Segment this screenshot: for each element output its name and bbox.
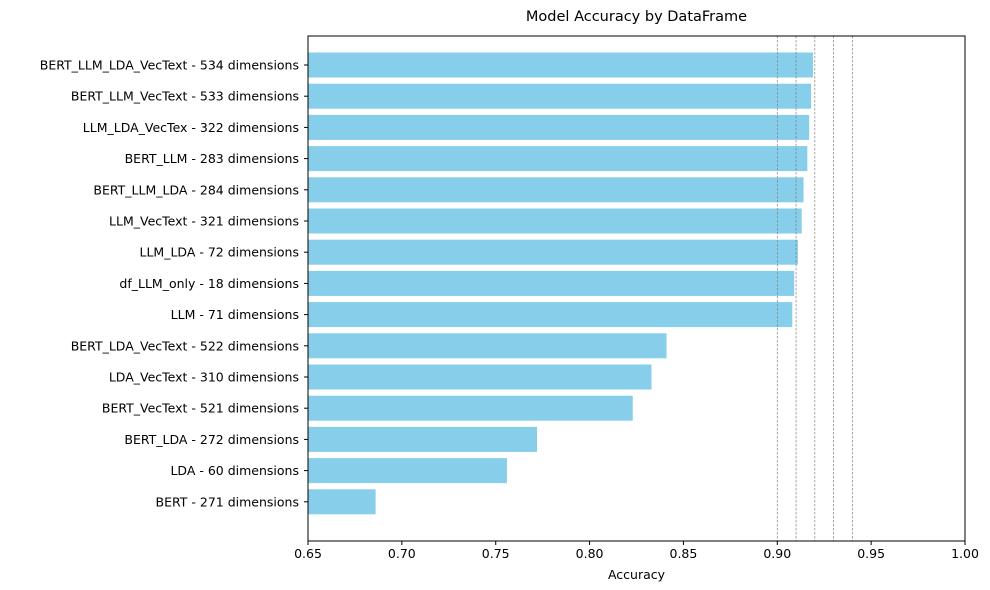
bar <box>308 83 812 109</box>
x-tick-label: 0.80 <box>576 546 604 561</box>
y-tick-label: LLM_LDA_VecTex - 322 dimensions <box>83 120 299 135</box>
x-tick-label: 0.95 <box>857 546 885 561</box>
x-tick-label: 0.70 <box>388 546 416 561</box>
plot-area <box>308 36 853 541</box>
y-tick-label: BERT - 271 dimensions <box>156 494 299 509</box>
x-tick-label: 0.75 <box>482 546 510 561</box>
bar <box>308 364 652 390</box>
y-tick-label: BERT_LDA - 272 dimensions <box>124 432 299 447</box>
x-tick-label: 0.65 <box>294 546 322 561</box>
bar <box>308 426 538 452</box>
bar <box>308 177 804 203</box>
y-tick-label: BERT_LLM - 283 dimensions <box>125 151 299 166</box>
y-tick-label: BERT_LLM_VecText - 533 dimensions <box>71 89 299 104</box>
bar <box>308 239 798 265</box>
bar <box>308 52 813 78</box>
bar <box>308 333 667 359</box>
y-tick-label: LDA_VecText - 310 dimensions <box>109 370 299 385</box>
y-tick-label: LLM_VecText - 321 dimensions <box>109 214 299 229</box>
plot-frame <box>307 35 966 542</box>
y-tick-label: BERT_LLM_LDA_VecText - 534 dimensions <box>40 58 299 73</box>
bar <box>308 114 810 140</box>
y-tick-label: BERT_LLM_LDA - 284 dimensions <box>93 182 299 197</box>
bar <box>308 270 795 296</box>
bar <box>308 395 633 421</box>
x-axis-label: Accuracy <box>608 567 666 582</box>
y-tick-label: LDA - 60 dimensions <box>170 463 299 478</box>
y-tick-label: LLM_LDA - 72 dimensions <box>140 245 300 260</box>
y-tick-label: LLM - 71 dimensions <box>171 307 299 322</box>
bar <box>308 208 802 234</box>
y-tick-label: BERT_VecText - 521 dimensions <box>102 401 299 416</box>
bar <box>308 146 808 172</box>
y-tick-label: BERT_LDA_VecText - 522 dimensions <box>71 338 299 353</box>
y-tick-label: df_LLM_only - 18 dimensions <box>119 276 299 291</box>
x-tick-label: 0.85 <box>670 546 698 561</box>
bar <box>308 489 376 515</box>
bar <box>308 458 507 484</box>
x-tick-label: 0.90 <box>763 546 791 561</box>
x-tick-label: 1.00 <box>951 546 979 561</box>
bar <box>308 302 793 328</box>
chart-title: Model Accuracy by DataFrame <box>526 9 747 25</box>
